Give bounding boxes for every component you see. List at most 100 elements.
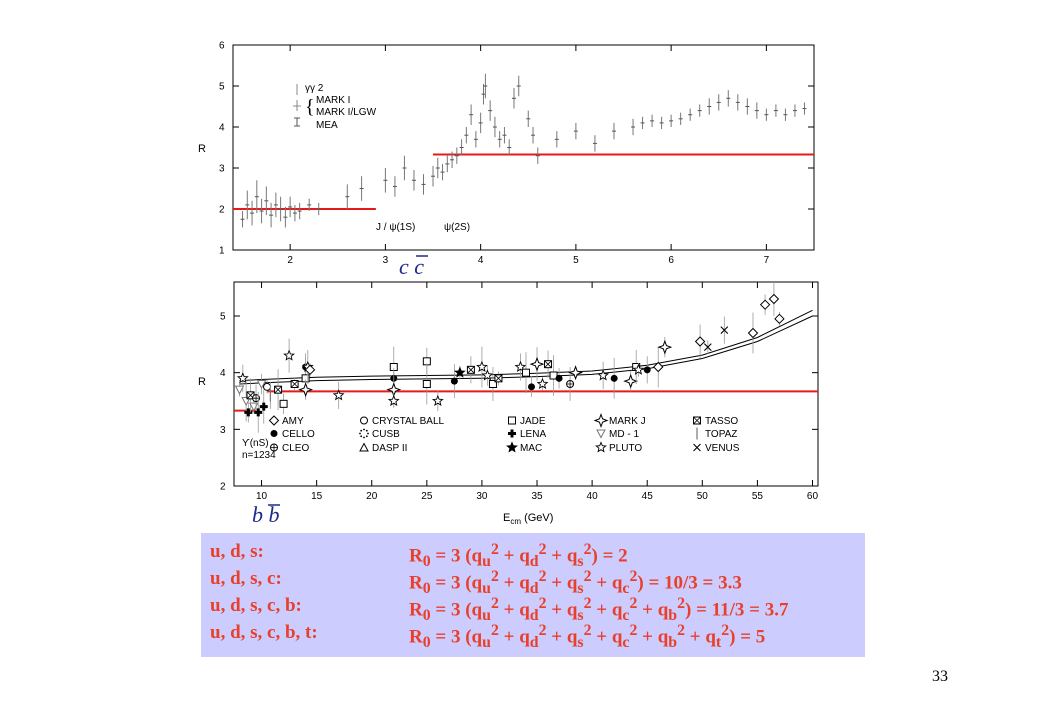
legend-entry-label: AMY (282, 416, 304, 427)
marker-four-point-star (593, 413, 609, 428)
data-point (597, 369, 610, 381)
data-point (387, 394, 400, 406)
data-point (497, 131, 502, 148)
data-point (241, 397, 251, 407)
marker-x (703, 343, 712, 352)
x-tick-label: 2 (287, 255, 293, 266)
marker-diamond (694, 336, 706, 347)
data-point (536, 377, 549, 389)
data-point (507, 139, 512, 156)
data-point (359, 176, 364, 201)
marker-diamond (774, 313, 785, 325)
legend-marker (268, 415, 280, 426)
data-point (568, 365, 584, 381)
marker-star (236, 372, 249, 384)
data-point (269, 202, 274, 228)
data-point (764, 108, 769, 121)
data-point (481, 83, 486, 105)
brace-glyph: { (305, 96, 315, 118)
y-tick-label: 4 (219, 123, 225, 134)
data-point (307, 198, 312, 212)
marker-star (597, 369, 610, 381)
data-point (783, 108, 788, 121)
data-point (792, 104, 797, 117)
marker-x-lines (693, 416, 701, 425)
x-tick-label: 25 (421, 491, 433, 502)
data-point (544, 360, 553, 369)
data-point (454, 147, 459, 164)
data-point (623, 373, 639, 389)
marker-down-triangle (241, 397, 251, 407)
legend-entry-label: MD - 1 (609, 429, 639, 440)
data-point (494, 374, 503, 383)
legend-marker (595, 441, 607, 453)
data-point (431, 394, 444, 406)
marker-x-lines (544, 360, 552, 368)
legend-marker (508, 429, 516, 438)
marker-x (693, 443, 701, 452)
formula-label: u, d, s: (210, 541, 264, 562)
marker-dot (360, 435, 363, 438)
marker-dot (363, 436, 365, 439)
data-point (632, 363, 645, 375)
marker-star (332, 389, 345, 401)
data-point (653, 361, 664, 373)
y-tick-label: 1 (219, 246, 225, 257)
data-point (392, 176, 397, 197)
data-point (345, 184, 350, 209)
marker-four-point-star (529, 356, 545, 372)
legend-marker (693, 416, 701, 425)
data-point (688, 108, 693, 121)
data-point (555, 374, 563, 382)
marker-diamond (268, 415, 280, 426)
marker-filled-star (506, 441, 518, 453)
data-point (383, 168, 388, 193)
data-point (566, 380, 575, 388)
data-point (529, 356, 545, 372)
data-point (264, 186, 269, 216)
data-point (573, 122, 578, 140)
x-tick-label: 4 (478, 255, 484, 266)
marker-dot (365, 429, 368, 432)
marker-four-point-star (568, 365, 584, 381)
marker-diamond (747, 327, 759, 339)
top-chart-frame (232, 44, 815, 251)
legend-entry-label: MARK J (609, 416, 646, 427)
marker-dot (360, 429, 363, 432)
marker-x-lines (290, 380, 299, 388)
quark-label-bb-text: b b (252, 502, 280, 527)
data-point (516, 75, 521, 97)
formula-row: u, d, s, c, b, t: R0 = 3 (qu2 + qd2 + qs… (210, 622, 865, 651)
marker-dot (365, 435, 368, 438)
data-point (478, 112, 483, 134)
legend-entry-label: CUSB (372, 429, 400, 440)
data-point (288, 196, 293, 218)
marker-x-lines (467, 366, 475, 374)
annotation-jpsi: J / ψ(1S) (376, 222, 415, 233)
legend-entry-gg2: γγ 2 (305, 83, 324, 94)
x-tick-label: 7 (764, 255, 770, 266)
data-point (256, 380, 267, 390)
marker-cross-lines (270, 444, 278, 451)
legend-entry-label: JADE (520, 416, 546, 427)
data-point (528, 383, 536, 391)
top-legend: γγ 2 { MARK I MARK I/LGW MEA (293, 83, 377, 131)
annotation-n1234: n=1234 (242, 450, 276, 461)
data-point (250, 200, 255, 226)
marker-four-point-star (623, 373, 639, 389)
marker-down-triangle (256, 380, 267, 390)
quark-label-cc-text: c c (399, 254, 424, 279)
marker-star (632, 363, 645, 375)
x-tick-label: 60 (807, 491, 819, 502)
y-tick-label: 2 (220, 482, 226, 493)
y-tick-label: 3 (219, 164, 225, 175)
data-point (445, 155, 450, 173)
legend-marker (693, 443, 701, 452)
x-tick-label: 20 (366, 491, 378, 502)
top-y-axis-label: R (198, 143, 206, 155)
data-point (697, 104, 702, 117)
data-point (694, 336, 706, 347)
marker-star (536, 377, 549, 389)
data-point (592, 135, 597, 152)
